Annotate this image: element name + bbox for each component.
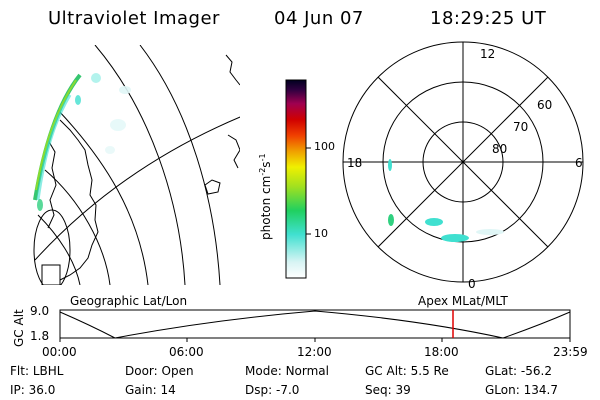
coastline [204, 179, 221, 195]
timeline-ytick-low: 1.8 [30, 329, 50, 343]
coastline [225, 54, 240, 86]
info-glat: GLat: -56.2 [485, 364, 552, 378]
info-glon: GLon: 134.7 [485, 383, 558, 397]
timeline-right-label: Apex MLat/MLT [418, 294, 508, 308]
info-door: Door: Open [125, 364, 194, 378]
meridian-line [139, 45, 221, 285]
grid-box [41, 264, 61, 285]
parallel-line [34, 116, 240, 261]
coastline [47, 139, 57, 229]
coastline [227, 134, 240, 169]
meridian-line [57, 109, 149, 285]
timeline-xtick: 12:00 [297, 345, 332, 359]
timeline-xtick: 00:00 [42, 345, 77, 359]
time-display: 18:29:25 UT [430, 8, 547, 29]
polar-plot [342, 41, 584, 283]
colorbar-scale [285, 79, 307, 279]
date-display: 04 Jun 07 [274, 8, 364, 29]
timeline-left-label: Geographic Lat/Lon [70, 294, 188, 308]
parallel-ellipse [33, 209, 71, 285]
meridian-line [94, 45, 186, 285]
info-gc-alt: GC Alt: 5.5 Re [365, 364, 449, 378]
altitude-curve [59, 310, 571, 339]
info-dsp: Dsp: -7.0 [245, 383, 300, 397]
colorbar-tick-100: 100 [314, 140, 335, 153]
lat-label-80: 80 [492, 142, 508, 156]
timeline-ytick-high: 9.0 [30, 304, 50, 318]
info-gain: Gain: 14 [125, 383, 176, 397]
timeline-xtick: 06:00 [169, 345, 204, 359]
timeline-xtick: 18:00 [424, 345, 459, 359]
info-mode: Mode: Normal [245, 364, 329, 378]
app-title: Ultraviolet Imager [48, 8, 220, 29]
polar-aurora-emission [388, 159, 504, 242]
lat-label-60: 60 [537, 98, 553, 112]
timeline-plot [59, 309, 571, 342]
timeline-axis-title: GC Alt [12, 309, 26, 347]
colorbar-tick-10: 10 [314, 227, 328, 240]
info-ip: IP: 36.0 [10, 383, 56, 397]
coastline [59, 119, 99, 281]
mlt-label-6: 6 [575, 156, 583, 170]
mlt-label-18: 18 [347, 156, 363, 170]
meridian-line [37, 214, 81, 285]
aurora-emission [33, 73, 131, 211]
mlt-label-12: 12 [480, 47, 496, 61]
info-flt: Flt: LBHL [10, 364, 64, 378]
colorbar [285, 79, 311, 279]
mlt-label-0: 0 [468, 277, 476, 291]
colorbar-axis-label: photon cm-2s-1 [258, 153, 273, 240]
meridian-line [44, 169, 111, 285]
info-seq: Seq: 39 [365, 383, 411, 397]
timeline-xtick: 23:59 [553, 345, 588, 359]
lat-label-70: 70 [513, 120, 529, 134]
geographic-map [33, 45, 240, 285]
